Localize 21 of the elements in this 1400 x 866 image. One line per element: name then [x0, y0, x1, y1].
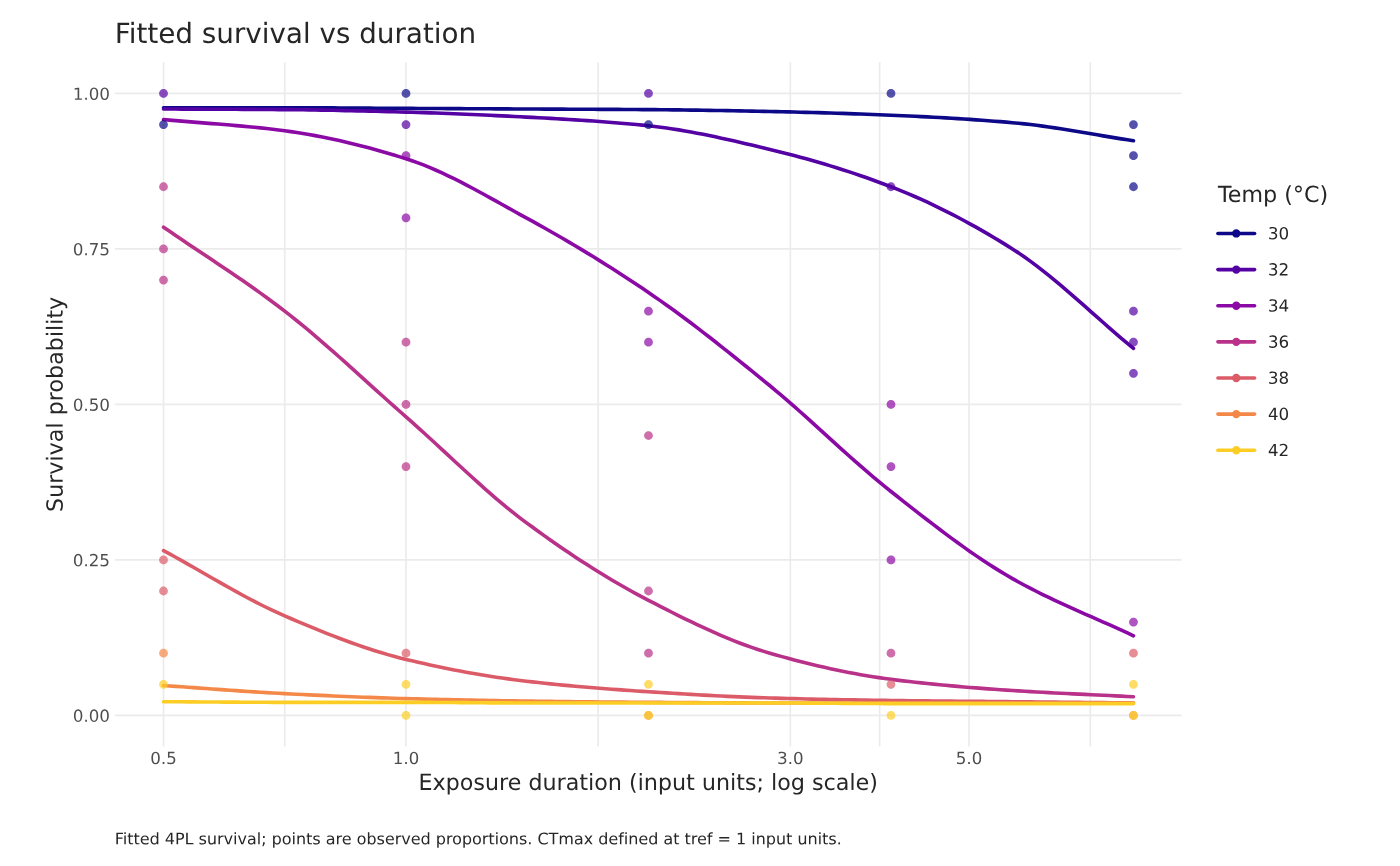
legend-label: 32: [1269, 263, 1288, 276]
legend-label: 42: [1268, 443, 1288, 457]
y-tick-label: 1.00: [74, 87, 109, 101]
x-axis-title: Exposure duration (input units; log scale): [420, 773, 877, 795]
legend-label: 30: [1269, 226, 1289, 240]
x-tick-label: 3.0: [778, 751, 803, 765]
legend-label: 38: [1269, 371, 1288, 385]
legend-label: 36: [1269, 335, 1289, 348]
legend-title: Temp (°C): [1217, 185, 1327, 207]
chart-title: Fitted survival vs duration: [117, 21, 474, 44]
legend-label: 40: [1268, 407, 1289, 421]
y-tick-label: 0.25: [73, 553, 109, 567]
y-axis-title: Survival probability: [45, 297, 68, 511]
x-tick-label: 1.0: [394, 751, 419, 765]
y-tick-label: 0.75: [73, 242, 109, 256]
legend-label: 34: [1269, 299, 1289, 312]
text: Fitted 4PL survival; points are observed proportions. CTmax defined at tref = 1 input units.: [116, 832, 841, 848]
x-tick-label: 5.0: [957, 751, 982, 765]
y-tick-label: 0.00: [73, 709, 109, 722]
y-tick-label: 0.50: [73, 398, 109, 411]
x-tick-label: 0.5: [151, 751, 176, 765]
